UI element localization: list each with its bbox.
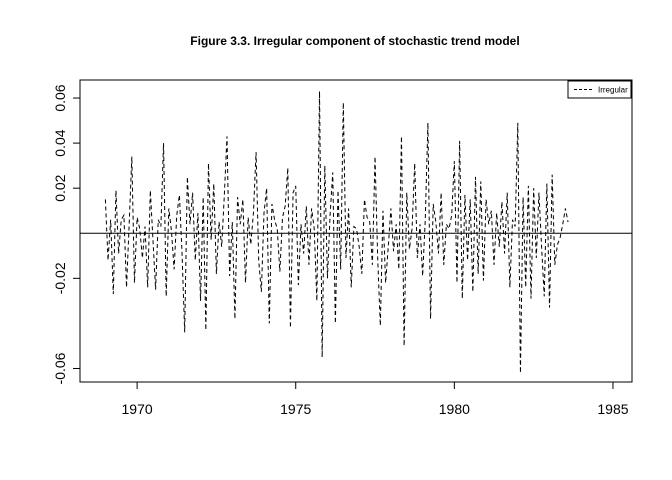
x-tick-label: 1970: [122, 401, 153, 417]
plot-frame: [79, 79, 633, 383]
series-line-irregular: [104, 91, 569, 373]
y-tick-label: -0.06: [52, 352, 68, 384]
y-tick-label: -0.02: [52, 262, 68, 294]
chart-title: Figure 3.3. Irregular component of stoch…: [190, 34, 519, 48]
y-tick-label: 0.04: [52, 129, 68, 156]
y-tick-label: 0.02: [52, 174, 68, 201]
series-layer: [104, 91, 569, 373]
x-tick-label: 1980: [439, 401, 470, 417]
legend-box: [567, 80, 632, 99]
legend-label-irregular: Irregular: [598, 86, 628, 95]
y-axis: -0.06 -0.02 0.02 0.04 0.06: [52, 84, 81, 384]
y-tick-label: 0.06: [52, 84, 68, 111]
x-tick-label: 1975: [280, 401, 311, 417]
x-tick-label: 1985: [597, 401, 628, 417]
legend: Irregular: [567, 80, 632, 99]
x-axis: 1970 1975 1980 1985: [122, 381, 629, 417]
